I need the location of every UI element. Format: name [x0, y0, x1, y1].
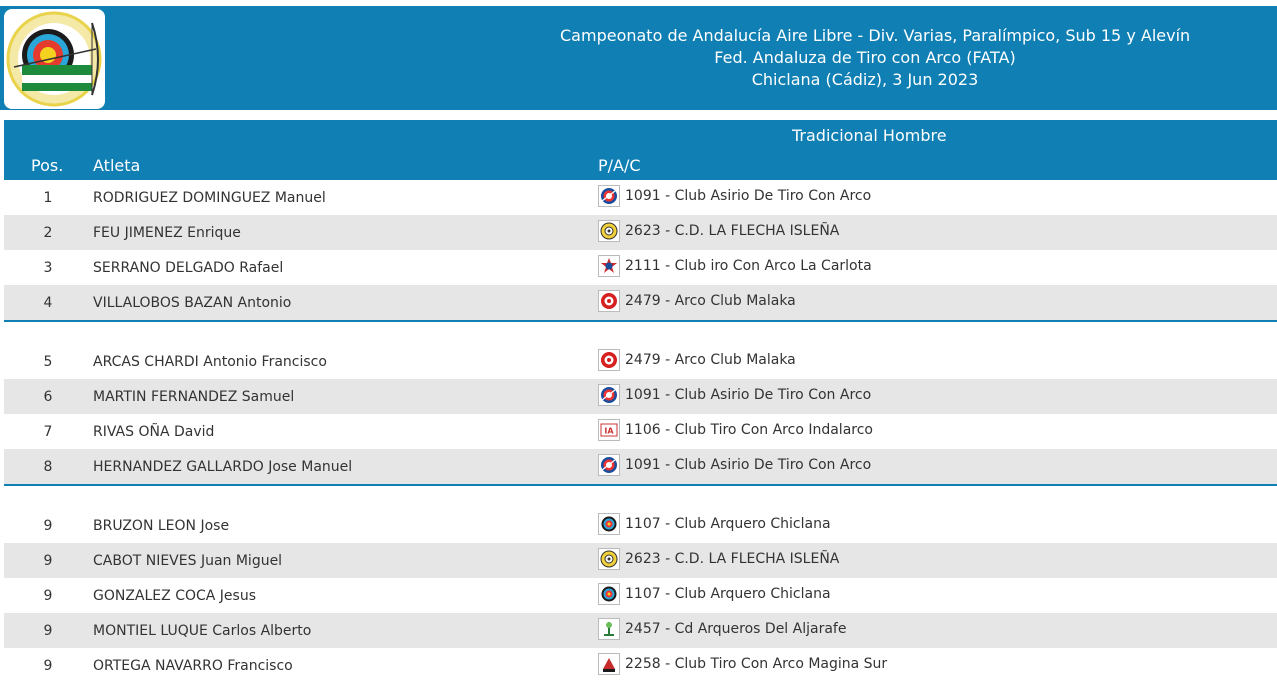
- athlete-name: VILLALOBOS BAZAN Antonio: [93, 295, 292, 311]
- table-row: 9 ORTEGA NAVARRO Francisco 2258 - Club Tir…: [4, 648, 1277, 683]
- club-name: 1107 - Club Arquero Chiclana: [625, 586, 831, 602]
- table-row: 1 RODRIGUEZ DOMINGUEZ Manuel 1091 - Club A…: [4, 180, 1277, 215]
- club-name: 2623 - C.D. LA FLECHA ISLEÑA: [625, 223, 840, 239]
- club-asirio-icon: [598, 454, 620, 476]
- club-flecha-icon: [598, 548, 620, 570]
- club-name: 1107 - Club Arquero Chiclana: [625, 516, 831, 532]
- table-row: 3 SERRANO DELGADO Rafael 2111 - Club iro C…: [4, 250, 1277, 285]
- athlete-name: FEU JIMENEZ Enrique: [93, 225, 241, 241]
- club-aljarafe-icon: [598, 618, 620, 640]
- club-cell: 2623 - C.D. LA FLECHA ISLEÑA: [598, 220, 839, 242]
- club-cell: 2623 - C.D. LA FLECHA ISLEÑA: [598, 548, 839, 570]
- athlete-name: ORTEGA NAVARRO Francisco: [93, 658, 293, 674]
- athlete-name: RIVAS OÑA David: [93, 424, 215, 440]
- table-row: 9 GONZALEZ COCA Jesus 1107 - Club Arquero …: [4, 578, 1277, 613]
- position-cell: 9: [43, 658, 53, 674]
- table-row: 2 FEU JIMENEZ Enrique 2623 - C.D. LA FLECH…: [4, 215, 1277, 250]
- page-header: Campeonato de Andalucía Aire Libre - Div…: [0, 6, 1277, 110]
- athlete-name: SERRANO DELGADO Rafael: [93, 260, 284, 276]
- column-header-athlete: Atleta: [93, 156, 141, 175]
- event-title: Campeonato de Andalucía Aire Libre - Div…: [560, 25, 1191, 91]
- athlete-name: MARTIN FERNANDEZ Samuel: [93, 389, 295, 405]
- club-name: 2479 - Arco Club Malaka: [625, 352, 796, 368]
- club-name: 1091 - Club Asirio De Tiro Con Arco: [625, 188, 872, 204]
- athlete-name: CABOT NIEVES Juan Miguel: [93, 553, 283, 569]
- club-cell: 1091 - Club Asirio De Tiro Con Arco: [598, 384, 871, 406]
- club-name: 2111 - Club iro Con Arco La Carlota: [625, 258, 872, 274]
- club-chiclana-icon: [598, 513, 620, 535]
- group-separator: [4, 484, 1277, 508]
- fata-logo-icon: [4, 9, 105, 109]
- club-asirio-icon: [598, 384, 620, 406]
- group-separator: [4, 320, 1277, 344]
- table-row: 5 ARCAS CHARDI Antonio Francisco 2479 - Ar…: [4, 344, 1277, 379]
- position-cell: 9: [43, 553, 53, 569]
- athlete-name: MONTIEL LUQUE Carlos Alberto: [93, 623, 312, 639]
- svg-text:IA: IA: [604, 427, 614, 436]
- club-cell: IA 1106 - Club Tiro Con Arco Indalarco: [598, 419, 873, 441]
- position-cell: 7: [43, 424, 53, 440]
- position-cell: 5: [43, 354, 53, 370]
- athlete-name: ARCAS CHARDI Antonio Francisco: [93, 354, 327, 370]
- position-cell: 3: [43, 260, 53, 276]
- event-name: Campeonato de Andalucía Aire Libre - Div…: [560, 26, 1191, 45]
- category-title: Tradicional Hombre: [792, 126, 947, 145]
- athlete-name: RODRIGUEZ DOMINGUEZ Manuel: [93, 190, 326, 206]
- club-cell: 1091 - Club Asirio De Tiro Con Arco: [598, 185, 871, 207]
- club-name: 2479 - Arco Club Malaka: [625, 293, 796, 309]
- position-cell: 2: [43, 225, 53, 241]
- club-name: 1106 - Club Tiro Con Arco Indalarco: [625, 422, 873, 438]
- results-table-header: Tradicional Hombre Pos. Atleta P/A/C: [4, 120, 1277, 180]
- results-table-body: 1 RODRIGUEZ DOMINGUEZ Manuel 1091 - Club A…: [4, 180, 1277, 683]
- club-flecha-icon: [598, 220, 620, 242]
- club-cell: 1107 - Club Arquero Chiclana: [598, 583, 831, 605]
- table-row: 6 MARTIN FERNANDEZ Samuel 1091 - Club Asir…: [4, 379, 1277, 414]
- athlete-name: GONZALEZ COCA Jesus: [93, 588, 256, 604]
- table-row: 9 MONTIEL LUQUE Carlos Alberto 2457 - Cd A…: [4, 613, 1277, 648]
- club-carlota-icon: [598, 255, 620, 277]
- table-row: 7 RIVAS OÑA David IA 1106 - Club Tiro Con A…: [4, 414, 1277, 449]
- event-location-date: Chiclana (Cádiz), 3 Jun 2023: [751, 70, 979, 89]
- athlete-name: BRUZON LEON Jose: [93, 518, 230, 534]
- club-malaka-icon: [598, 349, 620, 371]
- position-cell: 1: [43, 190, 53, 206]
- club-cell: 1091 - Club Asirio De Tiro Con Arco: [598, 454, 871, 476]
- position-cell: 8: [43, 459, 53, 475]
- club-indalarco-icon: IA: [598, 419, 620, 441]
- position-cell: 6: [43, 389, 53, 405]
- club-cell: 1107 - Club Arquero Chiclana: [598, 513, 831, 535]
- club-cell: 2457 - Cd Arqueros Del Aljarafe: [598, 618, 846, 640]
- position-cell: 9: [43, 623, 53, 639]
- club-cell: 2111 - Club iro Con Arco La Carlota: [598, 255, 872, 277]
- club-malaka-icon: [598, 290, 620, 312]
- club-name: 1091 - Club Asirio De Tiro Con Arco: [625, 387, 872, 403]
- organizer: Fed. Andaluza de Tiro con Arco (FATA): [714, 48, 1016, 67]
- club-name: 2623 - C.D. LA FLECHA ISLEÑA: [625, 551, 840, 567]
- club-magina-icon: [598, 653, 620, 675]
- club-name: 2258 - Club Tiro Con Arco Magina Sur: [625, 656, 888, 672]
- table-row: 4 VILLALOBOS BAZAN Antonio 2479 - Arco Clu…: [4, 285, 1277, 320]
- club-asirio-icon: [598, 185, 620, 207]
- club-cell: 2479 - Arco Club Malaka: [598, 290, 796, 312]
- club-cell: 2258 - Club Tiro Con Arco Magina Sur: [598, 653, 887, 675]
- club-name: 1091 - Club Asirio De Tiro Con Arco: [625, 457, 872, 473]
- table-row: 8 HERNANDEZ GALLARDO Jose Manuel 1091 - Cl…: [4, 449, 1277, 484]
- column-header-club: P/A/C: [598, 156, 641, 175]
- column-header-pos: Pos.: [31, 156, 64, 175]
- table-row: 9 BRUZON LEON Jose 1107 - Club Arquero Chi…: [4, 508, 1277, 543]
- position-cell: 9: [43, 588, 53, 604]
- club-chiclana-icon: [598, 583, 620, 605]
- position-cell: 4: [43, 295, 53, 311]
- club-name: 2457 - Cd Arqueros Del Aljarafe: [625, 621, 847, 637]
- table-row: 9 CABOT NIEVES Juan Miguel 2623 - C.D. LA …: [4, 543, 1277, 578]
- athlete-name: HERNANDEZ GALLARDO Jose Manuel: [93, 459, 353, 475]
- club-cell: 2479 - Arco Club Malaka: [598, 349, 796, 371]
- position-cell: 9: [43, 518, 53, 534]
